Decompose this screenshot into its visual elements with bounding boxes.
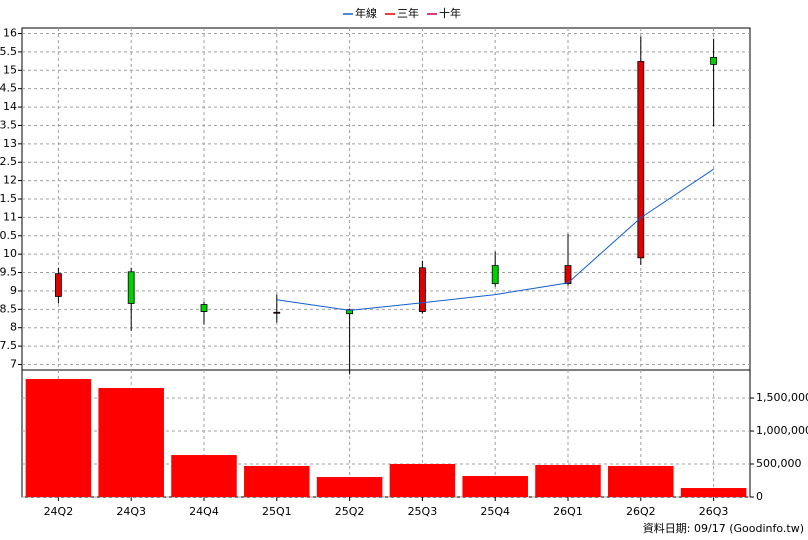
candle-body xyxy=(55,273,62,297)
y-tick-label: 9 xyxy=(10,284,17,297)
y-tick-label: 9.5 xyxy=(0,266,17,279)
y2-tick-label: 500,000 xyxy=(756,457,802,470)
x-tick-label: 25Q2 xyxy=(335,505,365,518)
y-tick-label: 10 xyxy=(3,247,17,260)
y-tick-label: 7.5 xyxy=(0,339,17,352)
y-tick-label: 13.5 xyxy=(0,118,17,131)
volume-bar xyxy=(535,465,601,497)
x-tick-label: 25Q4 xyxy=(480,505,510,518)
x-tick-label: 26Q3 xyxy=(699,505,729,518)
candle-body xyxy=(637,61,645,259)
y-tick-label: 8 xyxy=(10,321,17,334)
source-note: 資料日期: 09/17 (Goodinfo.tw) xyxy=(643,521,804,535)
x-tick-label: 26Q2 xyxy=(626,505,656,518)
legend-label: 三年 xyxy=(397,6,419,20)
y-tick-label: 12.5 xyxy=(0,155,17,168)
y-tick-label: 16 xyxy=(3,27,17,40)
y-tick-label: 14.5 xyxy=(0,82,17,95)
y-tick-label: 14 xyxy=(3,100,17,113)
volume-bar xyxy=(389,464,456,497)
y-tick-label: 11.5 xyxy=(0,192,17,205)
y-tick-label: 10.5 xyxy=(0,229,17,242)
y-tick-label: 8.5 xyxy=(0,302,17,315)
volume-bar xyxy=(171,455,237,497)
candle-body xyxy=(273,311,281,314)
volume-bar xyxy=(25,379,92,497)
volume-bar xyxy=(244,465,310,497)
volume-bar xyxy=(608,465,674,497)
y-tick-label: 12 xyxy=(3,174,17,187)
legend-label: 年線 xyxy=(355,6,377,20)
candle-body xyxy=(418,267,426,312)
y-tick-label: 15 xyxy=(3,63,17,76)
candle-body xyxy=(491,265,499,284)
x-tick-label: 24Q3 xyxy=(116,505,146,518)
y2-tick-label: 0 xyxy=(756,490,763,503)
x-tick-label: 26Q1 xyxy=(553,505,583,518)
x-tick-label: 25Q1 xyxy=(262,505,292,518)
y-tick-label: 11 xyxy=(3,210,17,223)
y2-tick-label: 1,500,000 xyxy=(756,391,808,404)
y-tick-label: 7 xyxy=(10,357,17,370)
candle-body xyxy=(127,271,135,304)
y-tick-label: 13 xyxy=(3,137,17,150)
y-tick-label: 15.5 xyxy=(0,45,17,58)
candle-body xyxy=(346,309,354,315)
x-tick-label: 25Q3 xyxy=(408,505,438,518)
volume-bar xyxy=(462,476,528,497)
x-tick-label: 24Q2 xyxy=(44,505,74,518)
volume-bar xyxy=(316,477,383,497)
candle-body xyxy=(710,57,717,65)
volume-bar xyxy=(680,488,747,497)
y2-tick-label: 1,000,000 xyxy=(756,424,808,437)
volume-bar xyxy=(98,388,164,497)
line-series xyxy=(276,168,714,311)
candle-body xyxy=(200,304,208,312)
candle-body xyxy=(564,265,572,284)
x-tick-label: 24Q4 xyxy=(189,505,219,518)
legend-label: 十年 xyxy=(439,6,461,20)
